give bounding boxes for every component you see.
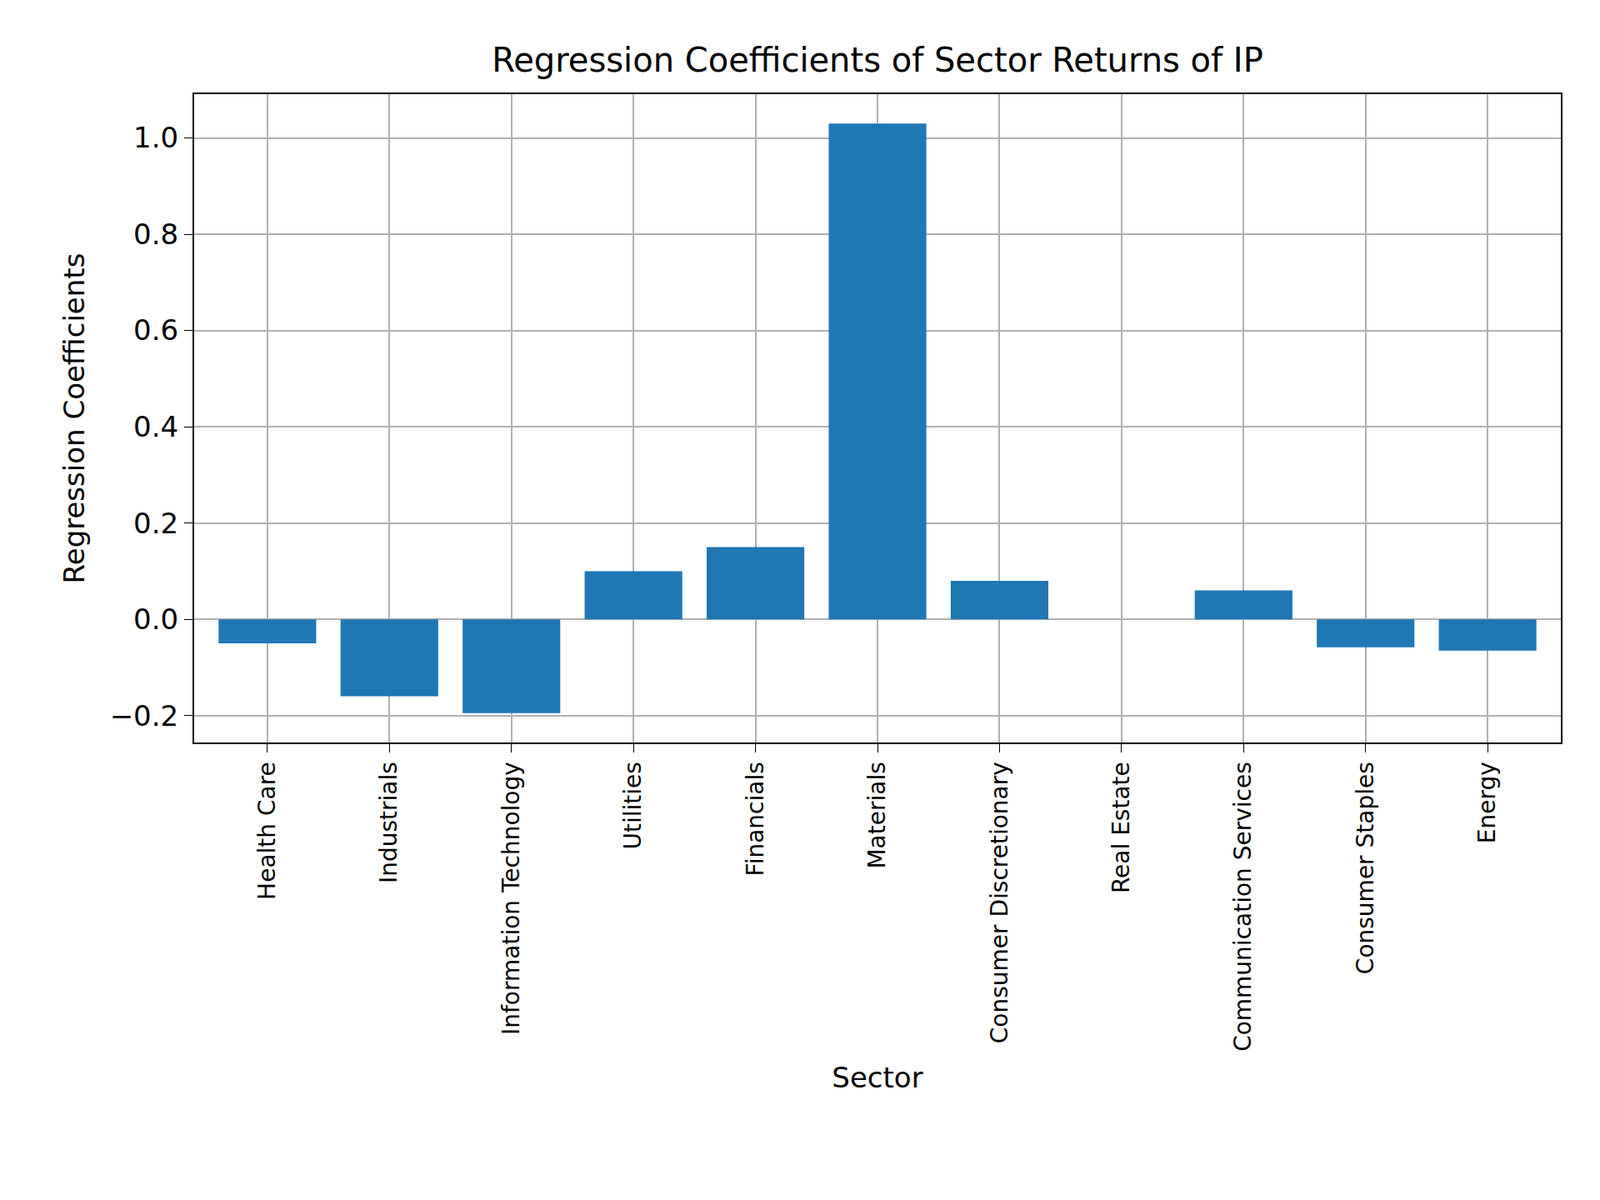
svg-text:Consumer Discretionary: Consumer Discretionary [985, 761, 1014, 1044]
svg-text:Utilities: Utilities [619, 761, 647, 850]
svg-text:0.8: 0.8 [133, 217, 179, 251]
svg-text:Information Technology: Information Technology [497, 761, 525, 1035]
svg-text:Financials: Financials [741, 761, 770, 876]
svg-text:Consumer Staples: Consumer Staples [1351, 761, 1380, 975]
svg-text:Health Care: Health Care [253, 761, 281, 900]
svg-text:0.4: 0.4 [133, 410, 179, 444]
svg-text:Energy: Energy [1473, 761, 1501, 844]
svg-text:1.0: 1.0 [133, 120, 179, 155]
svg-text:0.0: 0.0 [133, 602, 179, 636]
svg-text:Industrials: Industrials [375, 761, 403, 884]
svg-text:0.2: 0.2 [133, 506, 179, 540]
svg-text:0.6: 0.6 [133, 313, 179, 347]
svg-text:Real Estate: Real Estate [1107, 761, 1135, 894]
svg-text:Regression Coefficients: Regression Coefficients [57, 253, 91, 585]
svg-text:−0.2: −0.2 [110, 699, 180, 733]
svg-text:Sector: Sector [831, 1060, 923, 1095]
svg-text:Regression Coefficients of Sec: Regression Coefficients of Sector Return… [491, 40, 1264, 80]
svg-text:Materials: Materials [863, 761, 891, 869]
svg-text:Communication Services: Communication Services [1229, 761, 1257, 1052]
